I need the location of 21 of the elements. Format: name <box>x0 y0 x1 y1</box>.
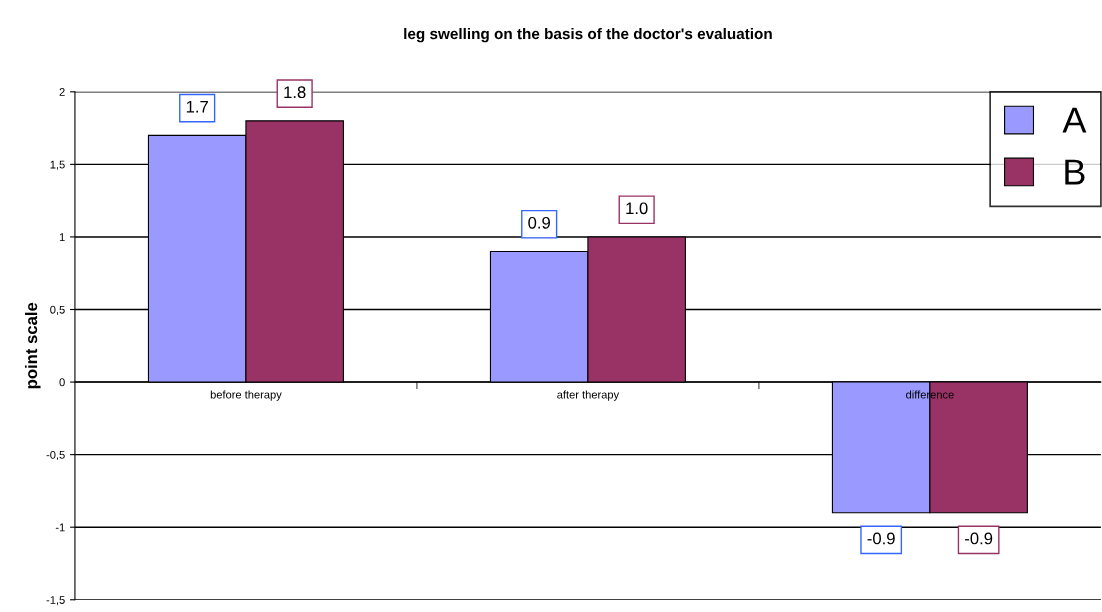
y-tick-label: -0,5 <box>46 450 65 461</box>
data-label: 1.8 <box>284 86 306 99</box>
legend-label: A <box>1062 107 1087 133</box>
data-label: 1.7 <box>186 100 208 113</box>
x-tick-label: before therapy <box>210 390 282 401</box>
y-tick-label: -1 <box>55 523 65 532</box>
x-tick-label: difference <box>906 390 954 399</box>
chart-title: leg swelling on the basis of the doctor's evaluation <box>404 27 772 43</box>
legend-label: B <box>1065 159 1085 185</box>
data-label: -0.9 <box>965 532 993 545</box>
data-label: -0.9 <box>867 532 895 545</box>
y-tick-label: 1 <box>59 233 65 241</box>
y-tick-label: 2 <box>59 88 65 96</box>
data-label: 0.9 <box>528 216 550 229</box>
y-tick-label: 1,5 <box>50 160 65 170</box>
x-tick-label: after therapy <box>557 390 620 401</box>
data-label: 1.0 <box>626 202 648 215</box>
y-tick-label: -1,5 <box>46 596 65 606</box>
y-axis-title: point scale <box>24 302 41 389</box>
y-tick-label: 0 <box>59 378 65 387</box>
y-tick-label: 0,5 <box>50 305 65 315</box>
